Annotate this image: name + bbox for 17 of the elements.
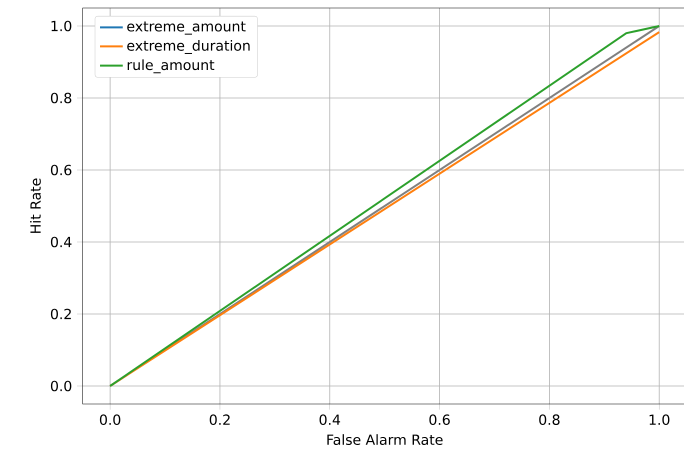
y-tick-label: 0.0 (50, 380, 72, 392)
x-tick-label: 0.6 (429, 414, 450, 425)
y-tick-label: 0.2 (50, 308, 71, 320)
x-axis-title: False Alarm Rate (327, 434, 443, 445)
x-tick-label: 0.2 (210, 414, 230, 425)
x-tick-label: 0.8 (539, 414, 560, 425)
legend-label: extreme_amount (127, 22, 246, 35)
x-tick-label: 0.0 (100, 414, 120, 425)
x-tick-label: 0.4 (320, 414, 340, 425)
y-tick-label: 0.4 (50, 236, 72, 248)
y-tick-label: 0.6 (50, 164, 72, 176)
legend-label: rule_amount (128, 59, 214, 74)
legend-label: extreme_duration (127, 40, 250, 54)
y-tick-label: 0.8 (50, 92, 72, 104)
x-tick-label: 1.0 (650, 414, 670, 425)
y-tick-label: 1.0 (52, 20, 72, 32)
y-axis-title: Hit Rate (30, 178, 41, 233)
